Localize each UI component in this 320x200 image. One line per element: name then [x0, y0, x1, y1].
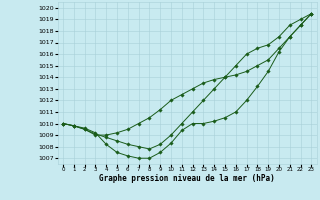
- X-axis label: Graphe pression niveau de la mer (hPa): Graphe pression niveau de la mer (hPa): [99, 174, 275, 183]
